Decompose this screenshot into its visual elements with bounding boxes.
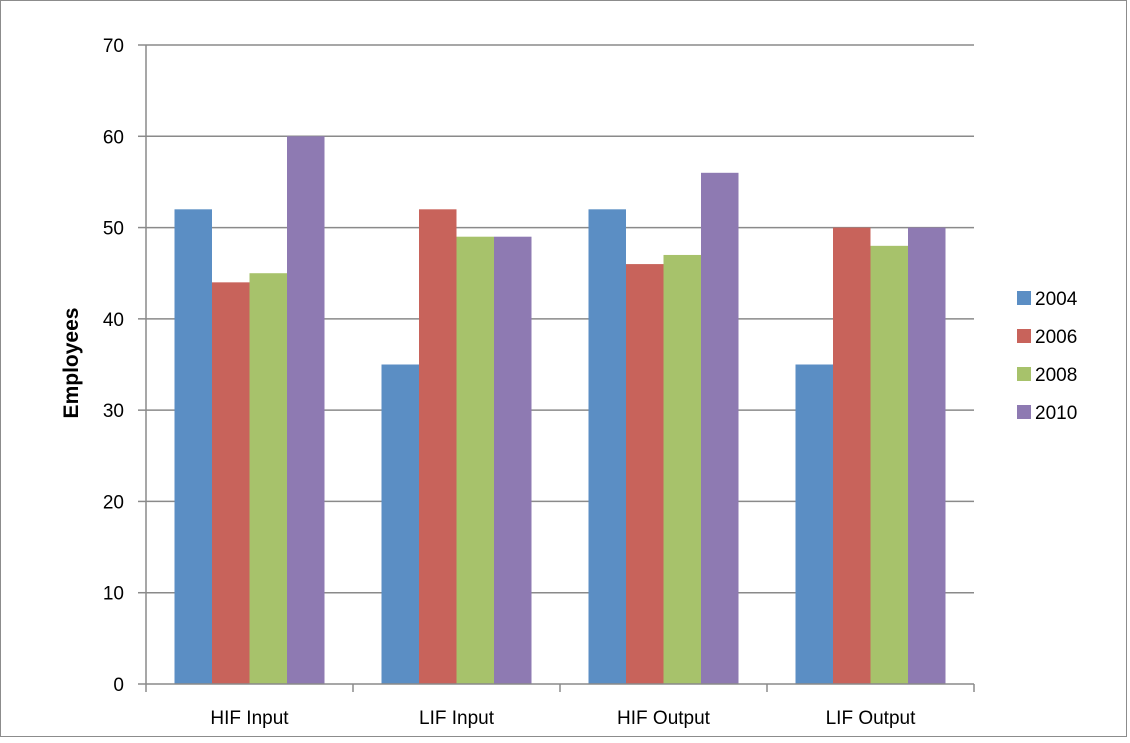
legend: 2004 2006 2008 2010 (1017, 289, 1078, 424)
bar (588, 209, 626, 685)
bar (908, 227, 946, 685)
bar (833, 227, 871, 685)
bar (287, 136, 325, 685)
bar (701, 172, 739, 685)
legend-label: 2010 (1035, 403, 1077, 424)
bar (456, 236, 494, 684)
bar (663, 254, 701, 684)
axes (138, 44, 975, 692)
bar (494, 236, 532, 684)
legend-swatch (1017, 405, 1031, 419)
legend-label: 2004 (1035, 289, 1078, 310)
x-tick-label: HIF Output (617, 708, 711, 729)
y-tick-labels: 0 10 20 30 40 50 60 70 (103, 36, 124, 696)
bar (419, 209, 457, 685)
legend-label: 2006 (1035, 327, 1077, 348)
y-axis-title: Employees (60, 308, 83, 419)
y-tick-label: 10 (103, 584, 124, 605)
bar (795, 364, 833, 684)
bar (870, 245, 908, 685)
x-tick-label: LIF Output (826, 708, 916, 729)
x-tick-label: LIF Input (419, 708, 495, 729)
bar (174, 209, 212, 685)
bar (249, 273, 287, 684)
bar (626, 264, 664, 684)
y-tick-label: 70 (103, 36, 124, 57)
x-tick-label: HIF Input (210, 708, 289, 729)
legend-label: 2008 (1035, 365, 1077, 386)
legend-swatch (1017, 329, 1031, 343)
bar (212, 282, 250, 684)
legend-swatch (1017, 291, 1031, 305)
y-tick-label: 40 (103, 310, 124, 331)
y-tick-label: 30 (103, 401, 124, 422)
x-tick-labels: HIF Input LIF Input HIF Output LIF Output (210, 708, 916, 729)
y-tick-label: 50 (103, 219, 124, 240)
bar (381, 364, 419, 684)
y-tick-label: 60 (103, 127, 124, 148)
y-tick-label: 0 (113, 675, 124, 696)
y-tick-label: 20 (103, 492, 124, 513)
legend-swatch (1017, 367, 1031, 381)
bars (174, 136, 946, 685)
